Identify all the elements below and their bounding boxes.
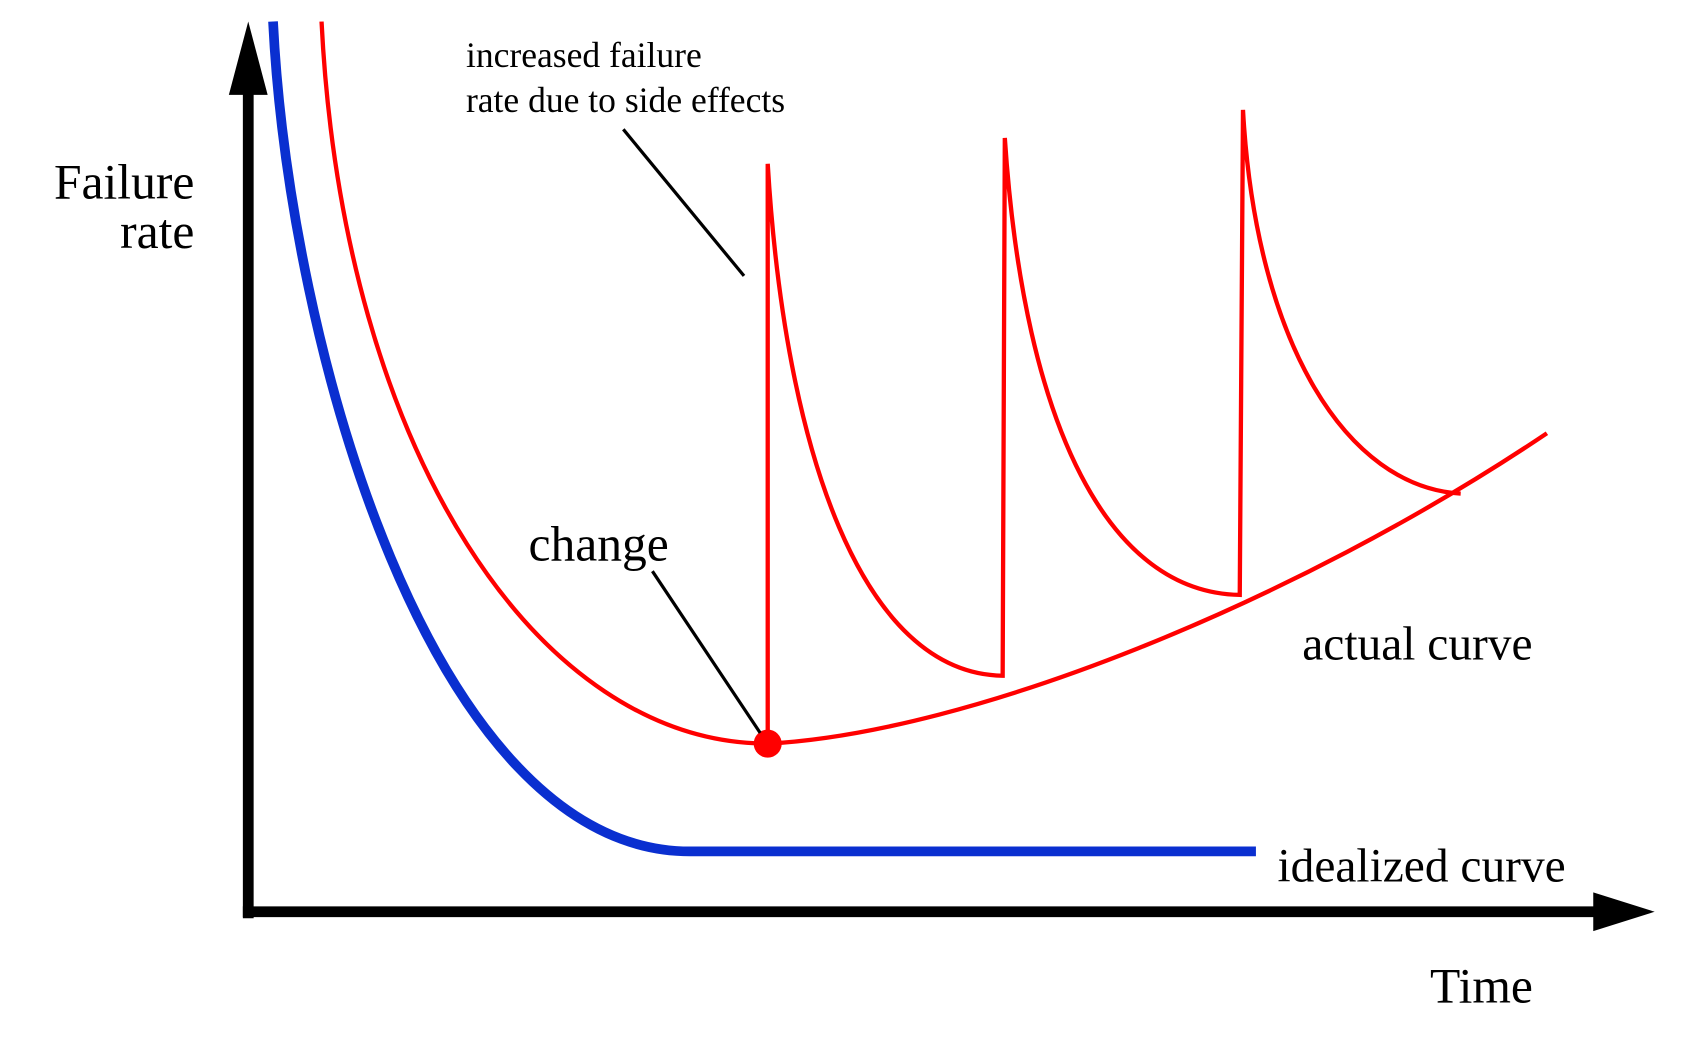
- annotation: change: [528, 516, 668, 571]
- y-axis-arrow: [228, 21, 268, 95]
- y-axis-label: Failure: [54, 154, 194, 209]
- side-effect-spikes: [765, 109, 1461, 744]
- curve-label: idealized curve: [1277, 841, 1565, 893]
- leader-line: [622, 128, 746, 277]
- leader-line: [651, 570, 762, 734]
- x-axis-arrow: [1593, 892, 1655, 932]
- curve-label: actual curve: [1302, 619, 1532, 671]
- annotation: rate due to side effects: [466, 80, 785, 120]
- change-point: [753, 729, 782, 758]
- annotation: increased failure: [466, 35, 702, 75]
- x-axis-label: Time: [1430, 958, 1533, 1013]
- idealized-curve: [268, 21, 1256, 857]
- y-axis-label: rate: [120, 204, 194, 259]
